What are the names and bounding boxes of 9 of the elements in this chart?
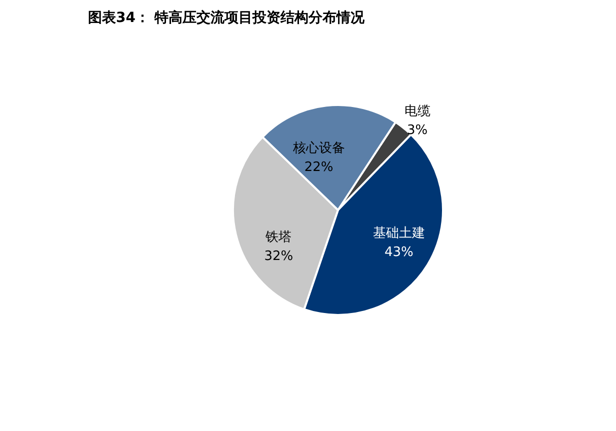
slice-label: 铁塔: [264, 230, 292, 245]
data-label: 43%: [384, 244, 414, 260]
data-label: 22%: [304, 160, 334, 175]
slice-label: 核心设备: [292, 140, 345, 156]
chart-title: 图表34： 特高压交流项目投资结构分布情况: [88, 9, 366, 26]
data-label: 32%: [264, 248, 294, 264]
slice-label: 基础土建: [372, 226, 425, 241]
slice-label: 电缆: [404, 104, 430, 119]
data-label: 3%: [406, 122, 428, 138]
